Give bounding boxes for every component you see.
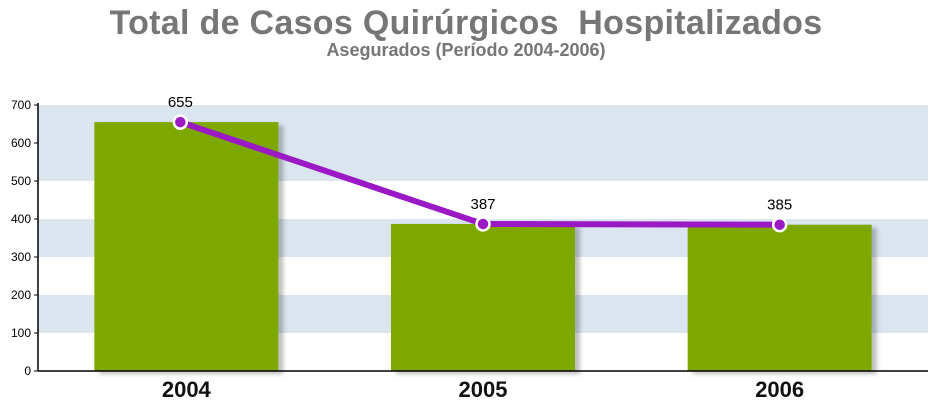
- y-tick-label: 600: [11, 136, 31, 150]
- x-category-label: 2006: [755, 377, 804, 402]
- y-tick-label: 200: [11, 288, 31, 302]
- data-label-2006: 385: [767, 197, 792, 214]
- chart-subtitle: Asegurados (Período 2004-2006): [326, 40, 606, 60]
- chart-title: Total de Casos Quirúrgicos Hospitalizado…: [109, 4, 823, 42]
- x-axis-categories: 2004 2005 2006: [162, 377, 804, 402]
- y-tick-label: 700: [11, 98, 31, 112]
- y-tick-label: 400: [11, 212, 31, 226]
- bar-series: [94, 122, 872, 371]
- x-category-label: 2005: [459, 377, 508, 402]
- line-series: [172, 114, 788, 233]
- y-axis-ticks: 0 100 200 300 400 500 600 700: [11, 98, 38, 378]
- line-point-2005: [475, 216, 491, 232]
- data-label-2004: 655: [168, 94, 193, 111]
- y-tick-label: 0: [24, 364, 31, 378]
- data-label-2005: 387: [470, 196, 495, 213]
- axes: [37, 103, 928, 372]
- x-category-label: 2004: [162, 377, 212, 402]
- line-point-2006: [771, 216, 788, 233]
- data-labels: 655 387 385: [168, 94, 792, 214]
- y-tick-label: 100: [11, 326, 31, 340]
- line-point-2004: [172, 114, 189, 130]
- bar-2004: [94, 122, 279, 371]
- y-tick-label: 500: [11, 174, 31, 188]
- bar-2005: [391, 223, 575, 371]
- y-tick-label: 300: [11, 250, 31, 264]
- bar-2006: [687, 224, 872, 371]
